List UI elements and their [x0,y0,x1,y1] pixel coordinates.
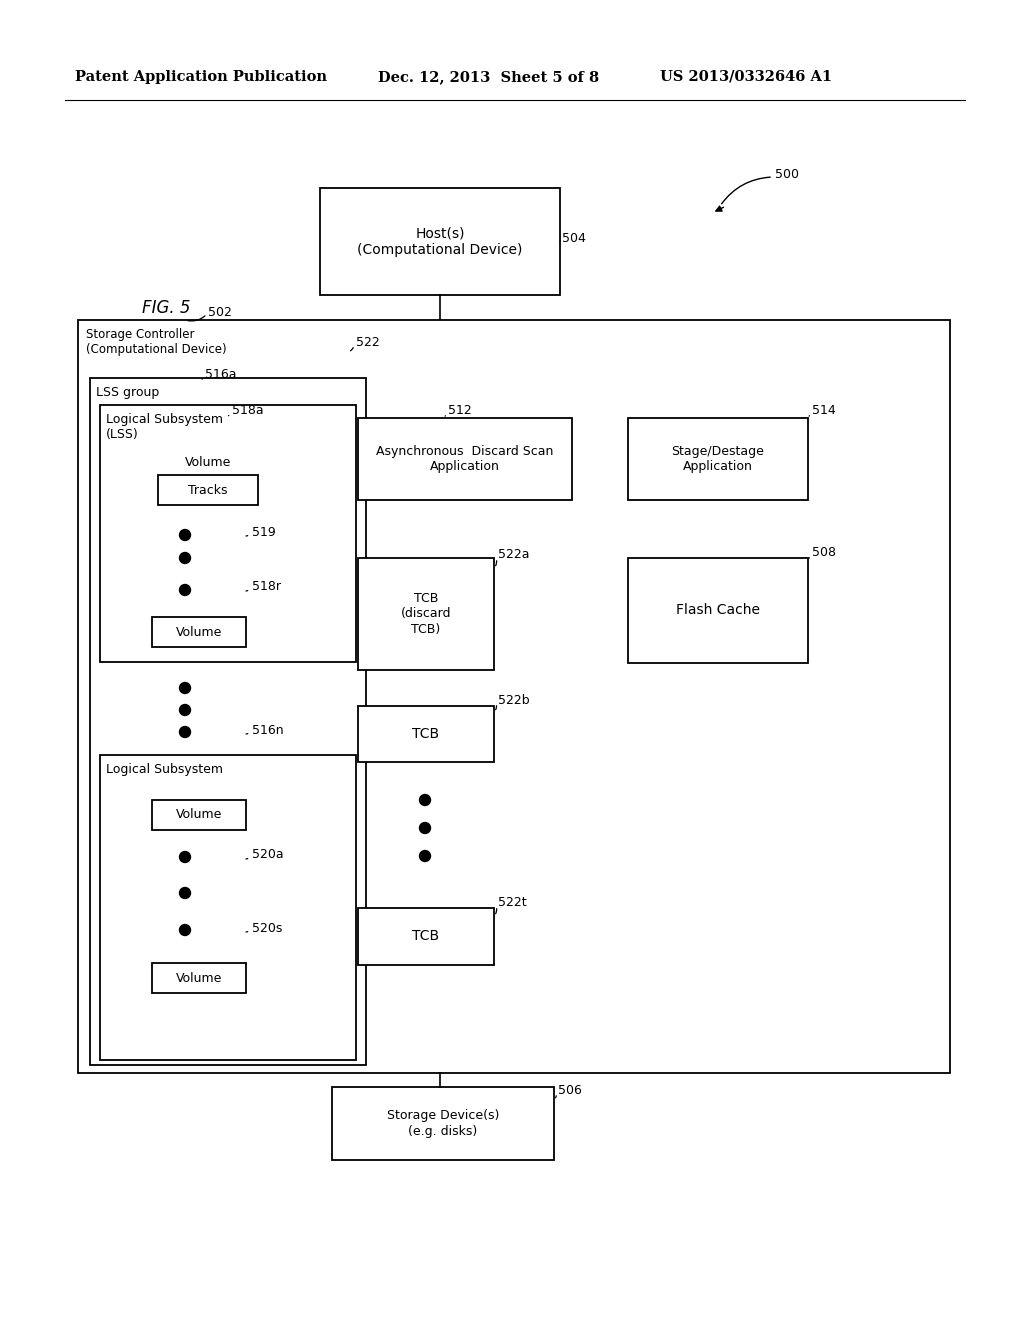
Text: Tracks: Tracks [188,483,227,496]
Text: Volume: Volume [184,455,231,469]
Circle shape [420,795,430,805]
Bar [332,1086,554,1160]
Circle shape [179,726,190,738]
Bar [100,405,356,663]
Bar [152,964,246,993]
Bar [628,558,808,663]
Text: Asynchronous  Discard Scan
Application: Asynchronous Discard Scan Application [376,445,554,473]
Text: Host(s)
(Computational Device): Host(s) (Computational Device) [357,227,522,256]
Bar [319,187,560,294]
Bar [152,800,246,830]
Circle shape [179,924,190,936]
Text: 522t: 522t [498,895,526,908]
Text: Stage/Destage
Application: Stage/Destage Application [672,445,765,473]
Text: 516n: 516n [252,723,284,737]
Text: 522b: 522b [498,693,529,706]
Circle shape [179,682,190,693]
Text: Flash Cache: Flash Cache [676,603,760,618]
Text: Volume: Volume [176,808,222,821]
Bar [100,755,356,1060]
Circle shape [179,585,190,595]
Circle shape [179,529,190,540]
Text: Logical Subsystem: Logical Subsystem [106,763,223,776]
Text: TCB: TCB [413,727,439,741]
Text: 502: 502 [208,305,231,318]
Text: 518r: 518r [252,581,281,594]
Text: 520a: 520a [252,849,284,862]
Bar [152,616,246,647]
Text: Volume: Volume [176,626,222,639]
Text: 518a: 518a [232,404,263,417]
Circle shape [420,822,430,833]
Circle shape [179,705,190,715]
Text: TCB: TCB [413,929,439,944]
Text: 522a: 522a [498,549,529,561]
Text: FIG. 5: FIG. 5 [142,300,190,317]
Text: Volume: Volume [176,972,222,985]
Circle shape [179,553,190,564]
Text: Dec. 12, 2013  Sheet 5 of 8: Dec. 12, 2013 Sheet 5 of 8 [378,70,599,84]
Circle shape [420,850,430,862]
Circle shape [179,887,190,899]
Bar [158,475,258,506]
Text: 514: 514 [812,404,836,417]
Text: 504: 504 [562,231,586,244]
Text: 512: 512 [449,404,472,417]
Text: 519: 519 [252,525,275,539]
Text: 506: 506 [558,1084,582,1097]
Text: 522: 522 [356,335,380,348]
Bar [358,706,494,762]
Text: 520s: 520s [252,921,283,935]
Text: 508: 508 [812,545,836,558]
Text: Storage Device(s)
(e.g. disks): Storage Device(s) (e.g. disks) [387,1110,499,1138]
Bar [358,908,494,965]
Text: Logical Subsystem
(LSS): Logical Subsystem (LSS) [106,413,223,441]
Bar [358,558,494,671]
Bar [358,418,572,500]
Text: Storage Controller
(Computational Device): Storage Controller (Computational Device… [86,327,226,356]
Bar [90,378,366,1065]
Text: 500: 500 [775,168,799,181]
Circle shape [179,851,190,862]
Bar [78,319,950,1073]
Text: TCB
(discard
TCB): TCB (discard TCB) [400,593,452,635]
Bar [628,418,808,500]
Text: 516a: 516a [205,367,237,380]
Text: LSS group: LSS group [96,385,160,399]
Text: US 2013/0332646 A1: US 2013/0332646 A1 [660,70,833,84]
Text: Patent Application Publication: Patent Application Publication [75,70,327,84]
